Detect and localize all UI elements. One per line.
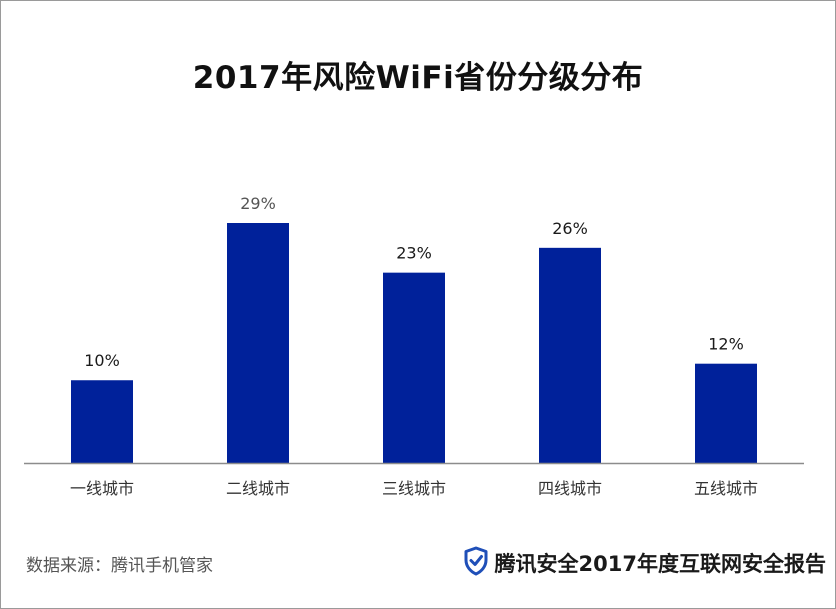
brand-footer: 腾讯安全2017年度互联网安全报告 — [463, 546, 826, 580]
bar-2 — [227, 223, 289, 463]
source-note: 数据来源：腾讯手机管家 — [26, 556, 213, 576]
category-label-2: 二线城市 — [226, 479, 290, 498]
category-label-5: 五线城市 — [694, 479, 758, 498]
data-label-3: 23% — [396, 244, 432, 263]
data-label-2: 29% — [240, 194, 276, 213]
category-label-1: 一线城市 — [70, 479, 134, 498]
bar-4 — [539, 247, 601, 463]
brand-text: 腾讯安全2017年度互联网安全报告 — [494, 552, 826, 576]
category-label-3: 三线城市 — [382, 479, 446, 498]
chart-title: 2017年风险WiFi省份分级分布 — [192, 60, 644, 96]
data-label-5: 12% — [708, 335, 744, 354]
bar-3 — [383, 272, 445, 463]
bars-layer — [71, 223, 757, 463]
bar-5 — [695, 363, 757, 463]
data-label-1: 10% — [84, 351, 120, 370]
labels-layer: 10% 一线城市 29% 二线城市 23% 三线城市 26% 四线城市 12% 五线城市 — [70, 194, 758, 498]
bar-1 — [71, 380, 133, 463]
category-label-4: 四线城市 — [538, 479, 602, 498]
data-label-4: 26% — [552, 219, 588, 238]
shield-check-icon — [463, 546, 489, 580]
